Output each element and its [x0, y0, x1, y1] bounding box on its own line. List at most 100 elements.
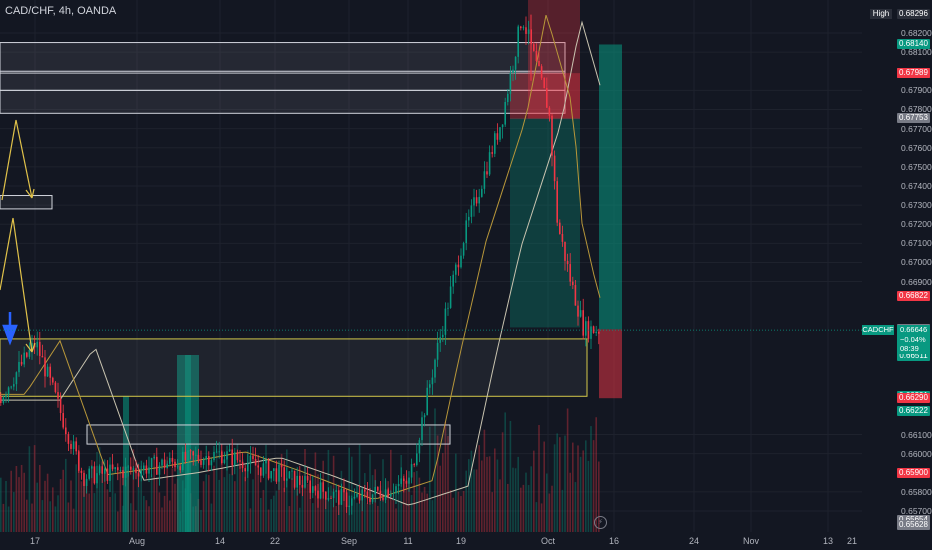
time-tick-label: Nov	[742, 536, 760, 546]
candle-body	[231, 449, 233, 466]
volume-bar	[431, 500, 434, 532]
time-axis[interactable]: 17 Aug 14 22 Sep 11 19 Oct 16 24 Nov 13 21	[0, 532, 862, 550]
candle-body	[260, 467, 262, 476]
candle-body	[345, 492, 348, 508]
price-change: −0.04%	[900, 334, 926, 344]
candle-body	[234, 452, 236, 466]
volume-bar	[18, 477, 20, 532]
volume-bar	[509, 420, 512, 532]
price-tick-label: 0.66100	[901, 429, 932, 440]
candle-body	[486, 171, 488, 175]
candle-body	[488, 152, 491, 175]
price-tick-label: 0.67700	[901, 123, 932, 134]
candle-body	[218, 451, 220, 453]
candle-body	[501, 124, 504, 128]
price-badge: 0.67753	[897, 113, 930, 124]
candle-body	[364, 489, 366, 492]
volume-bar	[85, 480, 88, 532]
candle-body	[540, 66, 543, 78]
volume-bar	[75, 464, 77, 532]
candle-body	[592, 326, 595, 334]
candle-body	[96, 473, 98, 484]
candle-body	[543, 77, 545, 89]
price-tick-label: 0.67500	[901, 161, 932, 172]
candle-body	[280, 464, 283, 468]
candle-body	[241, 461, 244, 469]
candle-body	[384, 489, 387, 500]
price-axis[interactable]: 0.68200 0.68100 0.67900 0.67800 0.67700 0.676…	[862, 0, 932, 532]
volume-bar	[319, 487, 322, 532]
time-tick-label: 13	[822, 536, 834, 546]
volume-bar	[33, 445, 36, 532]
candle-body	[49, 366, 51, 378]
candle-body	[205, 456, 207, 460]
volume-bar	[223, 477, 226, 532]
candle-body	[143, 465, 145, 471]
price-badge: 0.66822	[897, 291, 930, 302]
volume-bar	[496, 459, 499, 532]
candle-body	[65, 427, 67, 435]
volume-bar	[267, 509, 270, 532]
candle-body	[301, 484, 304, 488]
high-label: High	[870, 9, 892, 19]
volume-bar	[507, 483, 509, 532]
volume-bar	[299, 507, 301, 532]
candle-body	[127, 466, 129, 468]
candle-body	[114, 467, 116, 470]
candle-body	[208, 456, 210, 466]
candle-body	[62, 413, 64, 428]
lightning-icon[interactable]: ⚡	[594, 516, 607, 529]
time-tick-label: 16	[608, 536, 620, 546]
candle-body	[67, 434, 70, 444]
volume-bar	[447, 435, 449, 532]
candle-body	[377, 486, 379, 491]
volume-bar	[202, 481, 205, 532]
candle-body	[444, 308, 447, 335]
volume-bar	[117, 511, 119, 532]
candle-body	[533, 44, 535, 51]
volume-bar	[208, 475, 210, 532]
volume-bar	[262, 489, 265, 532]
volume-bar	[457, 491, 460, 532]
candle-body	[202, 459, 205, 465]
volume-bar	[473, 469, 475, 532]
volume-bar	[301, 480, 304, 532]
volume-bar	[306, 483, 309, 532]
price-chart-plot[interactable]	[0, 0, 862, 532]
volume-bar	[548, 493, 551, 532]
candle-body	[538, 60, 540, 67]
candle-body	[470, 205, 473, 217]
candle-body	[395, 486, 397, 494]
bar-countdown: 08:39	[900, 344, 919, 354]
volume-bar	[236, 443, 239, 532]
volume-bar	[598, 461, 600, 532]
volume-bar	[265, 444, 267, 532]
volume-bar	[231, 467, 233, 532]
volume-bar	[486, 456, 488, 532]
short-position-target-zone	[510, 118, 580, 328]
volume-bar	[15, 465, 18, 532]
zone-rect	[86, 424, 451, 445]
volume-bar	[468, 459, 470, 532]
volume-bar	[228, 473, 231, 532]
candle-body	[135, 468, 137, 474]
current-price: 0.66646	[900, 325, 928, 335]
price-tick-label: 0.67100	[901, 238, 932, 249]
volume-bar	[249, 508, 252, 532]
volume-bar	[494, 448, 496, 532]
candle-body	[426, 387, 428, 416]
zone-rect	[0, 42, 566, 74]
volume-bar	[57, 495, 59, 532]
volume-bar	[392, 494, 395, 532]
candle-body	[429, 384, 431, 388]
volume-bar	[517, 456, 519, 532]
volume-bar	[439, 465, 441, 532]
candle-body	[31, 343, 33, 350]
volume-bar	[351, 456, 353, 532]
volume-bar	[52, 487, 54, 532]
volume-bar	[462, 490, 465, 532]
volume-bar	[239, 466, 241, 532]
volume-bar	[475, 469, 478, 532]
candle-body	[535, 50, 538, 61]
